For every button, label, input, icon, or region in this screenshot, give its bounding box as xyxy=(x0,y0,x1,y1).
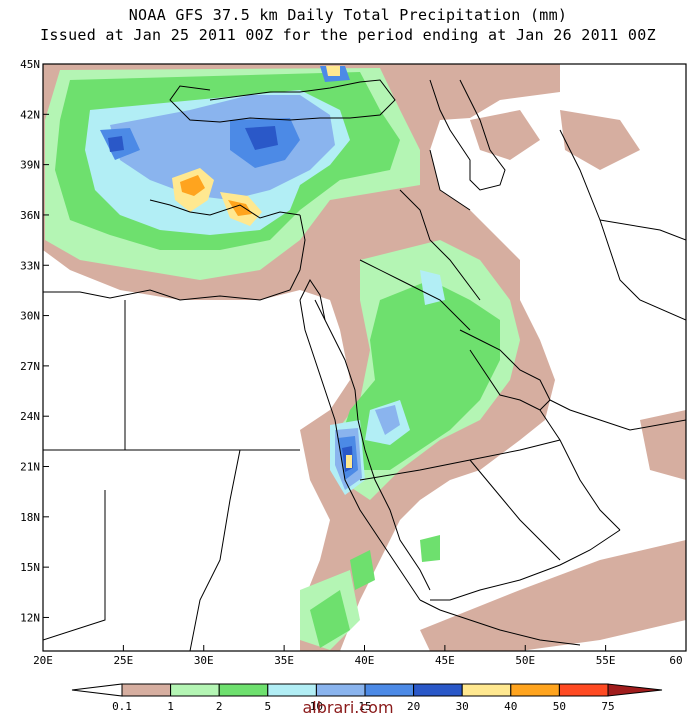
x-tick-label: 35E xyxy=(274,654,294,667)
colorbar-label: 50 xyxy=(553,700,566,713)
colorbar: 0.1 1 2 5 10 15 20 30 40 50 75 xyxy=(71,683,663,713)
y-tick-label: 30N xyxy=(20,310,40,323)
x-tick-label: 55E xyxy=(596,654,616,667)
colorbar-swatch xyxy=(267,683,317,697)
colorbar-swatch xyxy=(364,683,415,697)
colorbar-label: 0.1 xyxy=(112,700,132,713)
y-tick-label: 12N xyxy=(20,611,40,624)
colorbar-label: 20 xyxy=(407,700,420,713)
x-tick-label: 40E xyxy=(355,654,375,667)
precipitation-shading xyxy=(43,64,686,651)
y-tick-label: 33N xyxy=(20,259,40,272)
colorbar-swatch xyxy=(413,683,463,697)
colorbar-swatch xyxy=(121,683,172,697)
x-tick-label: 50E xyxy=(515,654,535,667)
colorbar-swatch xyxy=(461,683,512,697)
y-tick-label: 42N xyxy=(20,108,40,121)
colorbar-label: 2 xyxy=(216,700,223,713)
x-tick-label: 45E xyxy=(435,654,455,667)
x-tick-label: 60 xyxy=(669,654,682,667)
y-tick-label: 45N xyxy=(20,58,40,71)
colorbar-label: 1 xyxy=(167,700,174,713)
colorbar-label: 40 xyxy=(504,700,517,713)
colorbar-label: 30 xyxy=(456,700,469,713)
y-tick-label: 21N xyxy=(20,461,40,474)
colorbar-swatch xyxy=(558,683,609,697)
colorbar-swatch xyxy=(315,683,366,697)
latitude-ticks: 45N 42N 39N 36N 33N 30N 27N 24N 21N 18N 15N 12N xyxy=(20,58,49,624)
y-tick-label: 15N xyxy=(20,561,40,574)
colorbar-high-arrow xyxy=(607,683,663,697)
x-tick-label: 30E xyxy=(194,654,214,667)
colorbar-low-arrow xyxy=(71,683,123,697)
x-tick-label: 25E xyxy=(113,654,133,667)
y-tick-label: 27N xyxy=(20,360,40,373)
colorbar-label: 75 xyxy=(601,700,614,713)
y-tick-label: 39N xyxy=(20,159,40,172)
map-title: NOAA GFS 37.5 km Daily Total Precipitati… xyxy=(128,6,568,24)
map-subtitle: Issued at Jan 25 2011 00Z for the period… xyxy=(40,26,656,44)
colorbar-label: 5 xyxy=(264,700,271,713)
y-tick-label: 36N xyxy=(20,209,40,222)
coastlines xyxy=(43,79,686,651)
colorbar-label: 10 xyxy=(310,700,323,713)
colorbar-swatch xyxy=(218,683,269,697)
colorbar-label: 15 xyxy=(358,700,371,713)
colorbar-swatch xyxy=(170,683,220,697)
y-tick-label: 18N xyxy=(20,511,40,524)
y-tick-label: 24N xyxy=(20,410,40,423)
longitude-ticks: 20E 25E 30E 35E 40E 45E 50E 55E 60 xyxy=(33,645,687,667)
colorbar-swatch xyxy=(510,683,560,697)
x-tick-label: 20E xyxy=(33,654,53,667)
